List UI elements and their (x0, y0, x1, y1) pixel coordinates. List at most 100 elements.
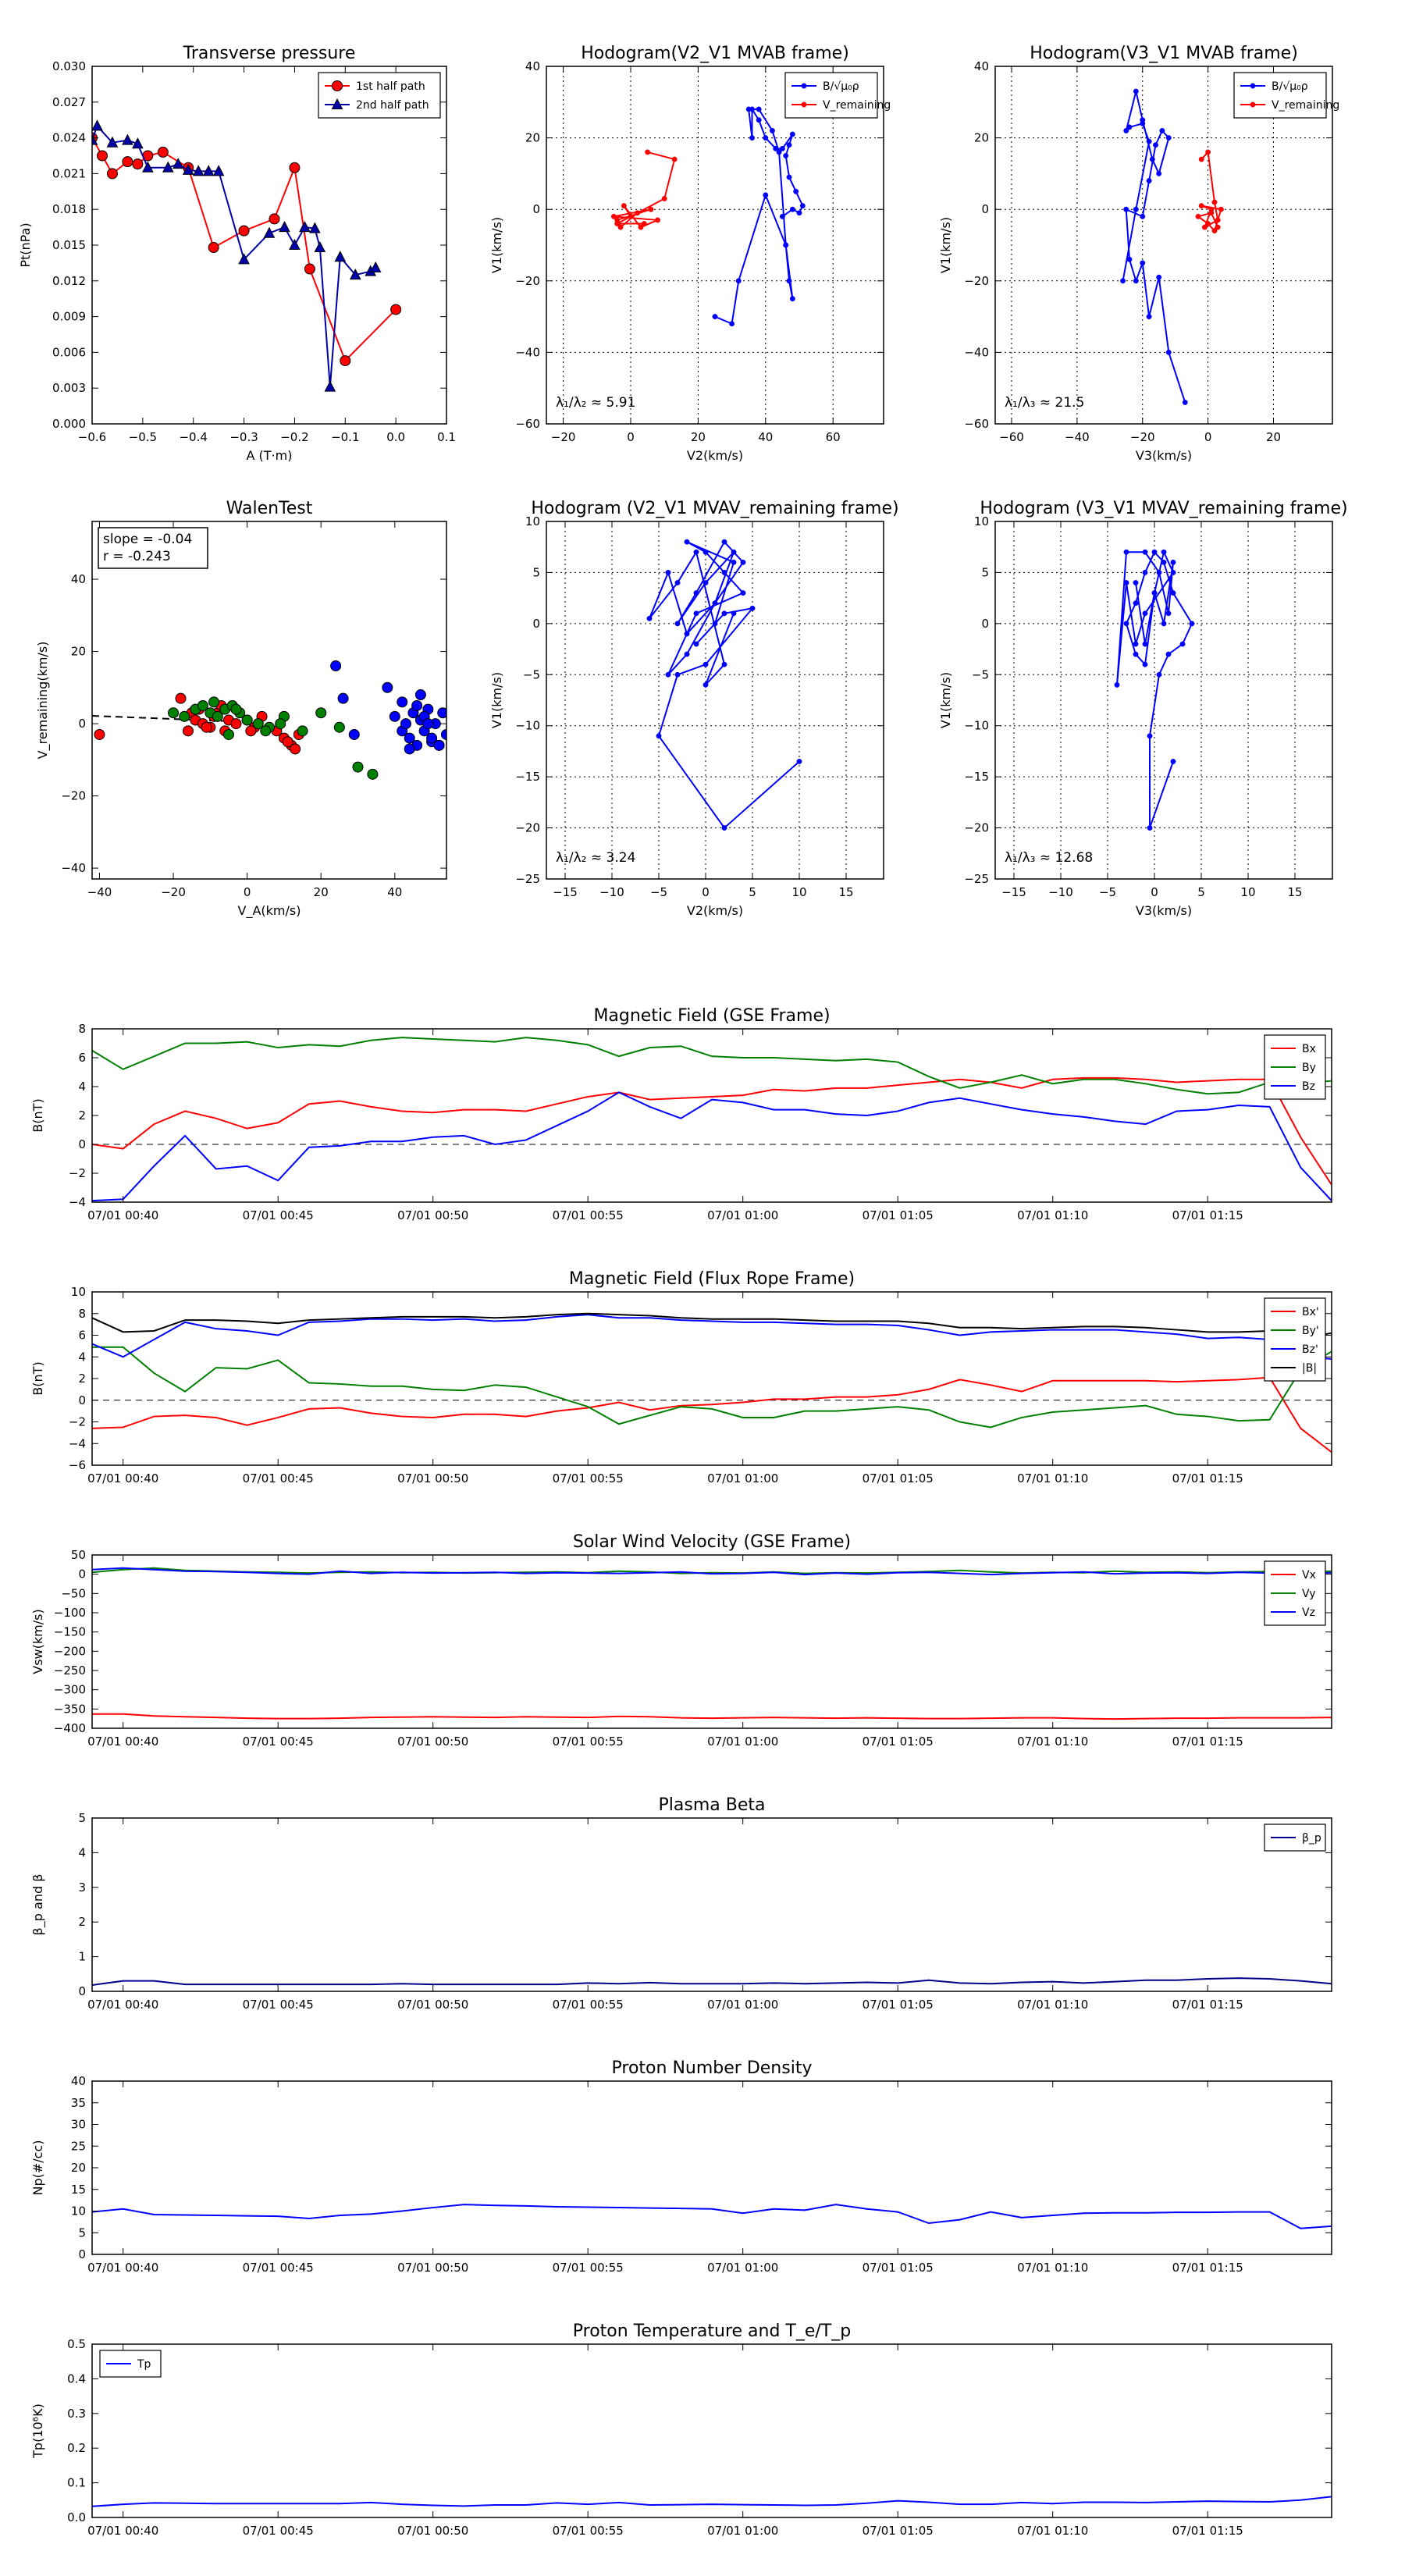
y-tick-label: 0.012 (52, 274, 86, 288)
plot-area (610, 106, 806, 327)
x-tick-label: 07/01 00:55 (553, 1471, 624, 1485)
y-axis-label: B(nT) (30, 1361, 45, 1395)
y-tick-label: −15 (515, 770, 540, 784)
x-tick-label: 07/01 01:05 (863, 1471, 934, 1485)
x-tick-label: 20 (314, 885, 329, 899)
legend: Vx Vy Vz (1264, 1560, 1326, 1626)
x-tick-label: 07/01 00:55 (553, 1735, 624, 1749)
y-tick-label: 30 (71, 2118, 86, 2132)
legend-frame (784, 72, 878, 119)
data-point (433, 739, 445, 751)
data-point (621, 203, 627, 209)
y-tick-label: 5 (78, 2226, 86, 2240)
y-tick-label: −4 (69, 1436, 86, 1450)
data-point (721, 610, 727, 617)
data-point (674, 621, 681, 627)
data-point (230, 718, 242, 730)
y-tick-label: −15 (964, 770, 989, 784)
y-axis-label: V1(km/s) (938, 217, 953, 273)
data-point (731, 610, 737, 617)
data-point (645, 149, 651, 155)
data-point (314, 240, 326, 253)
y-tick-label: 15 (71, 2183, 86, 2197)
data-point (1198, 203, 1204, 209)
annotation-box (98, 527, 208, 569)
data-point (740, 590, 746, 596)
data-point (290, 743, 301, 755)
legend-label: 1st half path (356, 80, 425, 93)
data-point (315, 707, 327, 719)
data-point (414, 689, 426, 701)
data-point (1120, 278, 1126, 284)
data-point (1170, 569, 1176, 575)
plot-area (646, 539, 802, 831)
data-point (783, 153, 789, 158)
data-point (1123, 621, 1129, 627)
y-tick-label: 20 (974, 131, 989, 145)
data-point (96, 150, 108, 162)
data-point (721, 661, 727, 667)
x-tick-label: −40 (1065, 430, 1090, 444)
y-tick-label: 10 (71, 2204, 86, 2218)
y-tick-label: 40 (525, 59, 540, 73)
data-point (693, 641, 699, 647)
data-point (333, 721, 345, 733)
x-tick-label: 07/01 01:10 (1017, 1208, 1088, 1222)
y-tick-label: 20 (71, 2161, 86, 2175)
x-tick-label: 07/01 01:15 (1172, 1998, 1243, 2012)
annotation-text: slope = -0.04 (103, 532, 192, 547)
y-tick-label: −40 (61, 861, 86, 875)
plot-frame (994, 521, 1333, 880)
legend: Bx By Bz (1264, 1034, 1326, 1100)
y-tick-label: 0.3 (67, 2407, 86, 2421)
legend: B/√μ₀ρ V_remaining (1233, 72, 1339, 119)
series-β_p (92, 1977, 1332, 1986)
annotation-text: r = -0.243 (103, 549, 171, 564)
chart-title: Magnetic Field (GSE Frame) (593, 1006, 830, 1026)
y-tick-label: −2 (69, 1415, 86, 1429)
data-point (263, 226, 276, 238)
data-point (1142, 549, 1148, 555)
x-tick-label: 07/01 00:45 (243, 1208, 314, 1222)
legend-label: Bx (1302, 1043, 1316, 1055)
data-point (783, 242, 789, 248)
y-axis-label: Vsw(km/s) (30, 1609, 45, 1674)
data-point (1165, 610, 1172, 617)
data-point (712, 314, 718, 320)
data-point (289, 238, 301, 250)
data-point (1133, 88, 1139, 94)
y-tick-label: 3 (78, 1880, 86, 1895)
x-tick-label: −15 (1001, 885, 1026, 899)
data-point (1170, 759, 1176, 764)
x-tick-label: 5 (749, 885, 756, 899)
x-tick-label: 20 (1266, 430, 1281, 444)
legend: Tp (99, 2350, 162, 2378)
data-point (1161, 621, 1167, 627)
annotation-text: λ₁/λ₂ ≈ 3.24 (556, 850, 635, 866)
data-point (340, 355, 351, 367)
plot-area (92, 1312, 1332, 1453)
chart-ts4: 07/01 00:40 07/01 00:45 07/01 00:50 07/01 0… (30, 1795, 1332, 2012)
data-point (786, 142, 792, 148)
series-line (92, 1567, 1332, 1574)
y-tick-label: 10 (71, 1285, 86, 1299)
data-point (1179, 641, 1186, 647)
x-tick-label: 07/01 00:45 (243, 1735, 314, 1749)
y-tick-label: 2 (78, 1915, 86, 1929)
series-line (714, 106, 804, 326)
x-tick-label: −0.6 (78, 430, 106, 444)
data-point (789, 131, 795, 137)
legend-label: By' (1302, 1325, 1319, 1337)
data-point (779, 145, 785, 151)
x-tick-label: 07/01 01:00 (707, 1471, 778, 1485)
data-point (731, 559, 737, 565)
y-tick-label: 0 (532, 202, 540, 216)
data-point (157, 146, 169, 158)
data-point (426, 732, 438, 744)
y-tick-label: −5 (972, 667, 989, 681)
x-tick-label: −10 (1048, 885, 1073, 899)
legend-marker (1250, 83, 1256, 89)
series-Vx (92, 1713, 1332, 1720)
legend-marker (331, 98, 343, 109)
x-tick-label: 07/01 00:50 (397, 1471, 468, 1485)
